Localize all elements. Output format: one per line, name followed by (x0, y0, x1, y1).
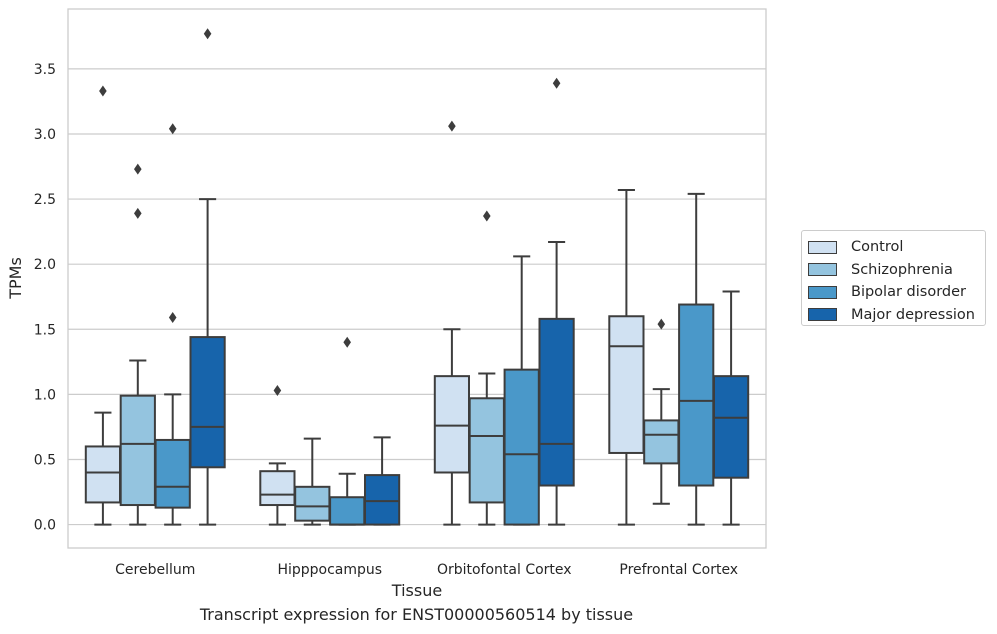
x-axis-label: Tissue (391, 581, 442, 600)
box-2-1 (468, 210, 505, 526)
y-tick-label: 3.5 (34, 62, 56, 78)
outlier-point (134, 207, 142, 219)
y-tick-label: 1.0 (34, 387, 56, 403)
iqr-box (433, 375, 471, 474)
iqr-box (119, 394, 156, 507)
legend-label: Schizophrenia (851, 261, 953, 278)
iqr-box (329, 496, 366, 526)
iqr-box (503, 368, 540, 526)
y-tick-label: 0.0 (34, 518, 56, 534)
box-3-2 (678, 192, 715, 526)
iqr-box (678, 303, 715, 487)
y-tick-label: 1.5 (34, 322, 56, 338)
iqr-box (84, 445, 122, 504)
legend-item: Schizophrenia (808, 259, 985, 282)
x-tick-label: Orbitofontal Cortex (437, 562, 572, 578)
legend-swatch (808, 308, 837, 322)
legend-item: Bipolar disorder (808, 281, 985, 304)
box-1-1 (294, 437, 331, 526)
x-tick-label: Prefrontal Cortex (619, 562, 738, 578)
x-tick-labels: Cerebellum Hipppocampus Orbitofontal Corte… (115, 562, 738, 578)
iqr-box (468, 397, 505, 504)
outlier-point (134, 163, 142, 175)
iqr-box (189, 336, 226, 469)
box-3-3 (712, 290, 750, 526)
box-0-3 (189, 28, 226, 526)
plot-frame (67, 8, 767, 549)
box-2-0 (433, 120, 471, 526)
legend-label: Bipolar disorder (851, 284, 966, 301)
outlier-point (483, 210, 491, 222)
y-tick-label: 2.0 (34, 257, 56, 273)
box-1-0 (259, 384, 296, 526)
box-1-2 (329, 336, 366, 526)
iqr-box (538, 317, 575, 487)
y-tick-label: 0.5 (34, 452, 56, 468)
iqr-box (154, 438, 191, 509)
outlier-point (203, 28, 212, 40)
box-2-3 (538, 77, 575, 526)
box-0-0 (84, 85, 122, 526)
outlier-point (168, 123, 177, 135)
box-3-1 (643, 318, 680, 505)
y-tick-labels: 0.0 0.5 1.0 1.5 2.0 2.5 3.0 3.5 (34, 62, 56, 534)
outlier-point (552, 77, 561, 89)
box-groups (84, 28, 750, 526)
iqr-box (259, 470, 296, 507)
x-tick-label: Hipppocampus (277, 562, 382, 578)
box-1-3 (363, 436, 401, 526)
outlier-point (168, 312, 177, 324)
box-2-2 (503, 255, 540, 526)
box-0-1 (119, 163, 156, 526)
y-axis-label: TPMs (6, 257, 25, 300)
legend-item: Major depression (808, 304, 985, 327)
chart-caption: Transcript expression for ENST0000056051… (199, 605, 634, 624)
outlier-point (448, 120, 456, 132)
box-0-2 (154, 123, 191, 526)
outlier-point (99, 85, 107, 97)
y-tick-label: 2.5 (34, 192, 56, 208)
y-tick-label: 3.0 (34, 127, 56, 143)
iqr-box (643, 419, 680, 465)
iqr-box (608, 315, 645, 454)
iqr-box (712, 375, 750, 479)
outlier-point (273, 384, 282, 396)
outlier-point (343, 336, 351, 348)
legend-label: Control (851, 239, 904, 256)
iqr-box (363, 474, 401, 526)
legend-item: Control (808, 236, 985, 259)
legend-swatch (808, 240, 837, 254)
chart-legend: Control Schizophrenia Bipolar disorder Majo… (801, 230, 986, 326)
outlier-point (657, 318, 666, 330)
legend-label: Major depression (851, 306, 975, 323)
legend-swatch (808, 263, 837, 277)
box-3-0 (608, 188, 645, 526)
legend-swatch (808, 285, 837, 299)
iqr-box (294, 485, 331, 522)
x-tick-label: Cerebellum (115, 562, 195, 578)
